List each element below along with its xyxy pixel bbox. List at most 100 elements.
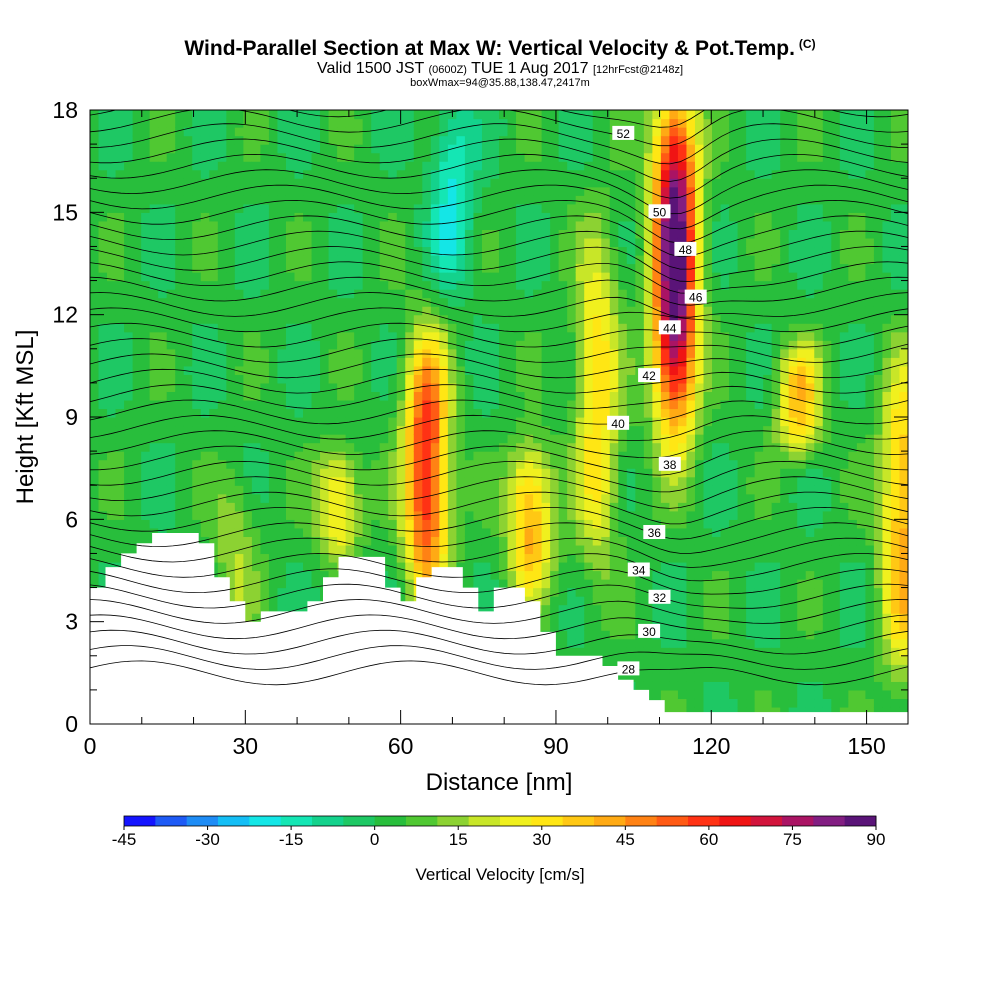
velocity-cell: [251, 587, 262, 597]
velocity-cell: [311, 272, 321, 282]
velocity-cell: [107, 425, 117, 435]
velocity-cell: [337, 314, 347, 324]
velocity-cell: [456, 195, 466, 205]
velocity-cell: [567, 493, 577, 503]
velocity-cell: [175, 178, 185, 188]
velocity-cell: [550, 613, 560, 623]
velocity-cell: [626, 442, 636, 452]
velocity-cell: [107, 263, 117, 273]
velocity-cell: [592, 229, 602, 239]
velocity-cell: [643, 468, 653, 478]
velocity-cell: [524, 434, 534, 444]
velocity-cell: [337, 459, 347, 469]
velocity-cell: [388, 161, 398, 171]
velocity-cell: [362, 493, 372, 503]
velocity-cell: [652, 118, 662, 128]
velocity-cell: [251, 425, 262, 435]
velocity-cell: [464, 365, 475, 375]
velocity-cell: [175, 212, 185, 222]
velocity-cell: [337, 220, 347, 230]
velocity-cell: [345, 280, 355, 290]
velocity-cell: [507, 272, 517, 282]
velocity-cell: [226, 220, 236, 230]
velocity-cell: [251, 596, 262, 606]
velocity-cell: [533, 169, 543, 179]
velocity-cell: [524, 127, 534, 137]
velocity-cell: [90, 306, 100, 316]
velocity-cell: [558, 536, 568, 546]
velocity-cell: [481, 561, 492, 572]
velocity-cell: [430, 510, 440, 520]
velocity-cell: [132, 408, 142, 418]
velocity-cell: [464, 451, 475, 461]
velocity-cell: [311, 391, 321, 401]
velocity-cell: [107, 280, 117, 290]
velocity-cell: [192, 323, 202, 333]
velocity-cell: [243, 229, 253, 239]
velocity-cell: [200, 203, 210, 213]
velocity-cell: [98, 289, 108, 299]
velocity-cell: [371, 434, 381, 444]
velocity-cell: [209, 476, 219, 486]
velocity-cell: [447, 280, 457, 290]
velocity-cell: [303, 519, 313, 529]
velocity-cell: [354, 246, 364, 256]
velocity-cell: [541, 561, 551, 572]
velocity-cell: [524, 451, 534, 461]
velocity-cell: [285, 485, 296, 495]
velocity-cell: [533, 127, 543, 137]
velocity-cell: [243, 152, 253, 162]
velocity-cell: [90, 297, 100, 307]
velocity-cell: [456, 434, 466, 444]
velocity-cell: [243, 408, 253, 418]
velocity-cell: [166, 280, 176, 290]
velocity-cell: [277, 306, 287, 316]
velocity-cell: [311, 323, 321, 333]
velocity-cell: [200, 519, 210, 529]
velocity-cell: [132, 485, 142, 495]
velocity-cell: [592, 178, 602, 188]
velocity-cell: [243, 331, 253, 341]
velocity-cell: [234, 237, 244, 248]
velocity-cell: [609, 638, 619, 648]
velocity-cell: [132, 493, 142, 503]
velocity-cell: [243, 527, 253, 537]
velocity-cell: [328, 289, 338, 299]
velocity-cell: [226, 203, 236, 213]
velocity-cell: [158, 399, 168, 410]
velocity-cell: [550, 254, 560, 265]
velocity-cell: [362, 169, 372, 179]
velocity-cell: [592, 127, 602, 137]
velocity-cell: [669, 442, 679, 452]
velocity-cell: [107, 374, 117, 384]
velocity-cell: [499, 382, 509, 393]
velocity-cell: [115, 485, 125, 495]
velocity-cell: [464, 169, 475, 179]
velocity-cell: [328, 118, 338, 128]
velocity-cell: [209, 340, 219, 350]
velocity-cell: [405, 596, 415, 606]
velocity-cell: [251, 161, 262, 171]
velocity-cell: [107, 186, 117, 196]
velocity-cell: [541, 553, 551, 563]
velocity-cell: [567, 451, 577, 461]
velocity-cell: [439, 144, 449, 154]
velocity-cell: [362, 289, 372, 299]
velocity-cell: [516, 391, 526, 401]
velocity-cell: [422, 493, 432, 503]
velocity-cell: [609, 237, 619, 248]
velocity-cell: [524, 263, 534, 273]
velocity-cell: [660, 263, 671, 273]
velocity-cell: [132, 144, 142, 154]
velocity-cell: [541, 331, 551, 341]
velocity-cell: [149, 485, 159, 495]
velocity-cell: [371, 493, 381, 503]
velocity-cell: [175, 289, 185, 299]
velocity-cell: [268, 220, 279, 230]
velocity-cell: [388, 118, 398, 128]
velocity-cell: [660, 289, 671, 299]
velocity-cell: [98, 408, 108, 418]
velocity-cell: [618, 579, 628, 589]
velocity-cell: [362, 118, 372, 128]
velocity-cell: [158, 493, 168, 503]
